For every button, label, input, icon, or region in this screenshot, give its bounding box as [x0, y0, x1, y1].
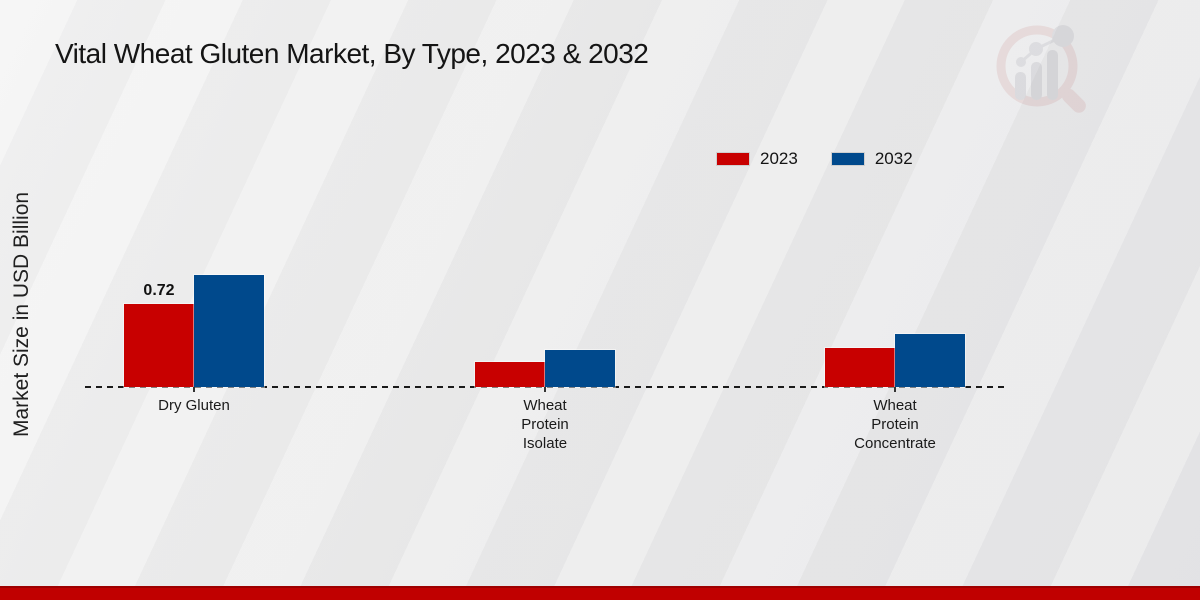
legend-item-2023: 2023 [716, 149, 798, 169]
bar-value-label: 0.72 [143, 282, 175, 299]
legend-swatch-2023 [716, 152, 750, 166]
footer-accent-bar [0, 586, 1200, 600]
x-axis-tick [193, 387, 195, 392]
legend-label-2032: 2032 [874, 149, 913, 168]
bar-2023-wheat-protein-isolate [475, 362, 545, 387]
bar-2032-wheat-protein-isolate [545, 350, 615, 387]
bar-2023-wheat-protein-concentrate [825, 348, 895, 387]
legend-label-2023: 2023 [760, 149, 798, 168]
bar-2032-wheat-protein-concentrate [895, 334, 965, 387]
bar-2023-dry-gluten [124, 304, 194, 387]
x-axis-label-dry-gluten: Dry Gluten [158, 397, 230, 414]
bar-2032-dry-gluten [194, 275, 264, 387]
chart-legend: 2023 2032 [716, 149, 913, 169]
x-axis-label-wheat-protein-isolate: Wheat Protein Isolate [521, 397, 569, 452]
legend-item-2032: 2032 [830, 149, 913, 169]
magnifier-bar-chart-logo-icon [985, 20, 1095, 125]
legend-swatch-2032 [830, 152, 865, 166]
x-axis-tick [544, 387, 546, 392]
x-axis-label-wheat-protein-concentrate: Wheat Protein Concentrate [854, 397, 936, 452]
x-axis-tick [894, 387, 896, 392]
chart-title: Vital Wheat Gluten Market, By Type, 2023… [55, 38, 649, 69]
